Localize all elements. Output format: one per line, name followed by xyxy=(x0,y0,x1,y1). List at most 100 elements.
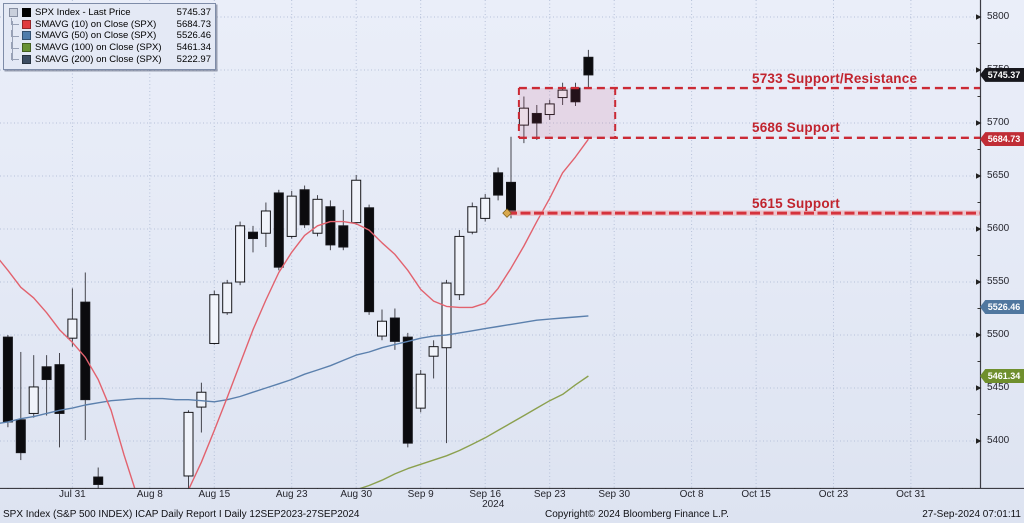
legend-label: SMAVG (100) on Close (SPX) xyxy=(35,42,162,54)
x-tick-label: Sep 9 xyxy=(407,489,434,500)
x-tick-label: Aug 23 xyxy=(275,489,308,500)
legend-color-chip xyxy=(22,43,31,53)
legend-label: SMAVG (50) on Close (SPX) xyxy=(35,30,157,42)
legend-value: 5745.37 xyxy=(176,7,211,19)
legend-label: SMAVG (200) on Close (SPX) xyxy=(35,53,162,65)
candle-body xyxy=(312,198,323,234)
status-bar: SPX Index (S&P 500 INDEX) ICAP Daily Rep… xyxy=(0,506,1024,523)
footer-copyright: Copyright© 2024 Bloomberg Finance L.P. xyxy=(545,509,729,520)
footer-security-description: SPX Index (S&P 500 INDEX) ICAP Daily Rep… xyxy=(3,509,360,520)
candle-body xyxy=(377,320,387,337)
candle-body xyxy=(196,391,207,408)
x-tick-label: Jul 31 xyxy=(59,489,86,500)
price-axis-tag: 5745.37 xyxy=(980,67,1024,82)
x-axis-labels: Jul 31 Aug 8 Aug 15 Aug 23 Aug 30 Sep 9 Sep 16… xyxy=(0,489,1024,501)
candle-body xyxy=(41,366,52,381)
y-tick-label: 5650 xyxy=(987,170,1010,181)
candle-body xyxy=(480,197,491,219)
legend-item-0[interactable]: SPX Index - Last Price 5745.37 xyxy=(9,7,211,19)
legend-item-2[interactable]: SMAVG (50) on Close (SPX) 5526.46 xyxy=(9,29,211,42)
x-tick-label: Oct 23 xyxy=(818,489,849,500)
tree-branch-icon xyxy=(11,53,19,61)
plot-area xyxy=(0,0,980,488)
candle-body xyxy=(583,56,594,76)
candle-body xyxy=(454,235,465,296)
tree-branch-icon xyxy=(11,18,19,26)
candle-body xyxy=(544,103,555,116)
candle-body xyxy=(415,373,426,409)
candle-body xyxy=(260,210,271,234)
footer-timestamp: 27-Sep-2024 07:01:11 xyxy=(922,509,1021,520)
price-chart-canvas[interactable] xyxy=(0,0,1024,489)
candle-body xyxy=(428,346,439,357)
legend-value: 5461.34 xyxy=(176,42,211,54)
candle-body xyxy=(54,364,65,414)
candlestick-series xyxy=(2,49,594,488)
x-tick-label: Sep 23 xyxy=(533,489,566,500)
candle-body xyxy=(80,301,91,401)
x-tick-label: Aug 15 xyxy=(198,489,231,500)
annotation-5686-support: 5686 Support xyxy=(752,120,840,136)
x-tick-label: Oct 31 xyxy=(896,489,926,500)
x-tick-label: Oct 8 xyxy=(679,489,704,500)
consolidation-box xyxy=(518,88,616,138)
y-tick-label: 5400 xyxy=(987,435,1010,446)
candle-body xyxy=(389,317,400,342)
y-tick-label: 5450 xyxy=(987,382,1010,393)
candle-body xyxy=(15,419,26,454)
legend-label: SMAVG (10) on Close (SPX) xyxy=(35,18,157,30)
legend-color-chip xyxy=(22,31,31,41)
candle-body xyxy=(273,192,284,268)
candle-body xyxy=(402,336,413,444)
candle-body xyxy=(235,225,246,283)
price-axis-tag: 5461.34 xyxy=(980,368,1024,383)
candle-body xyxy=(493,172,504,196)
legend-color-chip xyxy=(22,19,31,29)
annotation-5615-support: 5615 Support xyxy=(752,195,840,211)
candle-body xyxy=(441,282,452,349)
legend-label: SPX Index - Last Price xyxy=(35,7,131,19)
candle-body xyxy=(28,386,39,414)
y-tick-label: 5550 xyxy=(987,276,1010,287)
legend-color-chip xyxy=(22,8,31,18)
sma-line xyxy=(0,315,589,424)
candle-body xyxy=(364,207,375,313)
gridlines xyxy=(0,0,980,488)
x-axis-year-label: 2024 xyxy=(482,499,505,510)
legend-item-3[interactable]: SMAVG (100) on Close (SPX) 5461.34 xyxy=(9,41,211,54)
y-tick-label: 5700 xyxy=(987,117,1010,128)
candle-body xyxy=(209,294,220,344)
candle-body xyxy=(351,179,362,224)
candle-body xyxy=(557,89,568,99)
y-tick-label: 5800 xyxy=(987,11,1010,22)
candle-body xyxy=(531,112,542,124)
y-tick-label: 5500 xyxy=(987,329,1010,340)
legend-value: 5526.46 xyxy=(176,30,211,42)
candle-body xyxy=(299,189,310,226)
x-tick-label: Sep 16 xyxy=(469,489,502,500)
legend-value: 5222.97 xyxy=(176,53,211,65)
candle-body xyxy=(222,282,233,314)
annotation-5733-support-resistance: 5733 Support/Resistance xyxy=(752,70,918,86)
legend-item-1[interactable]: SMAVG (10) on Close (SPX) 5684.73 xyxy=(9,18,211,31)
legend-panel[interactable]: SPX Index - Last Price 5745.37 SMAVG (10) … xyxy=(3,3,216,70)
candle-body xyxy=(325,206,336,246)
legend-checkbox[interactable] xyxy=(9,8,18,18)
tree-branch-icon xyxy=(11,41,19,49)
legend-item-4[interactable]: SMAVG (200) on Close (SPX) 5222.97 xyxy=(9,53,211,65)
legend-value: 5684.73 xyxy=(176,18,211,30)
line-anchor-marker xyxy=(502,208,512,218)
x-tick-label: Sep 30 xyxy=(598,489,631,500)
legend-color-chip xyxy=(22,54,31,64)
candle-body xyxy=(67,318,78,339)
candle-body xyxy=(286,195,297,237)
x-tick-label: Oct 15 xyxy=(741,489,771,500)
candle-body xyxy=(338,225,349,248)
price-axis-tag: 5684.73 xyxy=(980,132,1024,147)
candle-body xyxy=(93,476,104,485)
sma-line xyxy=(359,375,589,488)
candle-body xyxy=(2,336,13,423)
candle-body xyxy=(248,231,258,240)
price-axis-tag: 5526.46 xyxy=(980,299,1024,314)
